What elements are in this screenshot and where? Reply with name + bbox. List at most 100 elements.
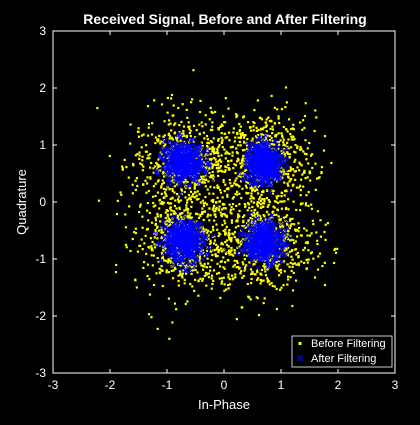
after-filtering-point: [246, 168, 252, 174]
before-filtering-point: [164, 222, 167, 226]
before-filtering-point: [238, 122, 241, 126]
before-filtering-point: [235, 266, 238, 269]
before-filtering-point: [263, 263, 266, 266]
before-filtering-point: [251, 145, 254, 149]
before-filtering-point: [326, 222, 330, 225]
before-filtering-point: [276, 264, 279, 268]
before-filtering-point: [258, 215, 262, 218]
before-filtering-point: [144, 234, 147, 237]
before-filtering-point: [223, 233, 227, 236]
before-filtering-point: [284, 155, 287, 158]
before-filtering-point: [206, 188, 209, 191]
before-filtering-point: [189, 190, 193, 193]
before-filtering-point: [131, 237, 134, 241]
before-filtering-point: [205, 273, 208, 276]
before-filtering-point: [179, 264, 182, 267]
before-filtering-point: [154, 222, 157, 225]
before-filtering-point: [134, 188, 137, 191]
before-filtering-point: [148, 246, 151, 249]
before-filtering-point: [160, 235, 164, 239]
before-filtering-point: [260, 268, 264, 272]
before-filtering-point: [211, 141, 214, 144]
before-filtering-point: [218, 277, 221, 280]
after-filtering-point: [187, 183, 193, 188]
before-filtering-point: [235, 240, 239, 243]
after-filtering-point: [177, 266, 183, 272]
before-filtering-point: [311, 166, 314, 169]
before-filtering-point: [157, 140, 160, 143]
after-filtering-point: [195, 227, 201, 232]
before-filtering-point: [204, 114, 207, 117]
after-filtering-point: [257, 257, 263, 263]
before-filtering-point: [291, 168, 295, 171]
before-filtering-point: [257, 141, 261, 144]
after-filtering-point: [179, 151, 184, 157]
before-filtering-point: [127, 176, 130, 179]
after-filtering-point: [238, 176, 244, 182]
before-filtering-point: [257, 218, 260, 221]
before-filtering-point: [225, 150, 228, 153]
before-filtering-point: [222, 207, 225, 210]
after-filtering-point: [185, 250, 191, 256]
before-filtering-point: [188, 125, 191, 128]
before-filtering-point: [192, 69, 195, 72]
before-filtering-point: [232, 208, 235, 211]
after-filtering-point: [254, 244, 260, 250]
before-filtering-point: [237, 213, 240, 216]
before-filtering-point: [237, 225, 240, 228]
before-filtering-point: [238, 130, 241, 133]
before-filtering-point: [211, 149, 215, 152]
before-filtering-point: [227, 168, 231, 171]
before-filtering-point: [304, 241, 308, 244]
before-filtering-point: [154, 229, 157, 232]
before-filtering-point: [293, 262, 296, 265]
before-filtering-point: [289, 217, 292, 221]
before-filtering-point: [219, 260, 222, 264]
before-filtering-point: [232, 127, 235, 130]
before-filtering-point: [171, 189, 174, 193]
before-filtering-point: [281, 177, 284, 180]
before-filtering-point: [233, 163, 236, 166]
before-filtering-point: [215, 272, 219, 275]
before-filtering-point: [173, 267, 177, 270]
before-filtering-point: [211, 174, 215, 177]
before-filtering-point: [308, 170, 311, 173]
after-filtering-point: [263, 133, 269, 139]
before-filtering-point: [206, 141, 209, 145]
before-filtering-point: [159, 169, 162, 172]
before-filtering-point: [224, 165, 227, 168]
after-filtering-point: [234, 250, 240, 256]
before-filtering-point: [268, 143, 271, 147]
before-filtering-point: [166, 111, 169, 114]
after-filtering-point: [191, 264, 197, 270]
after-filtering-point: [254, 154, 260, 160]
before-filtering-point: [172, 145, 175, 148]
after-filtering-point: [182, 229, 188, 235]
before-filtering-point: [265, 124, 269, 127]
before-filtering-point: [292, 200, 295, 203]
before-filtering-point: [271, 284, 274, 288]
after-filtering-point: [269, 182, 274, 188]
before-filtering-point: [172, 114, 175, 117]
before-filtering-point: [163, 227, 167, 230]
before-filtering-point: [301, 202, 304, 205]
before-filtering-point: [175, 138, 178, 141]
before-filtering-point: [316, 239, 319, 242]
before-filtering-point: [314, 188, 317, 191]
before-filtering-point: [229, 208, 232, 211]
before-filtering-point: [178, 123, 181, 127]
after-filtering-point: [273, 229, 279, 235]
legend[interactable]: Before Filtering After Filtering: [291, 335, 393, 368]
before-filtering-point: [156, 139, 159, 142]
before-filtering-point: [177, 201, 180, 204]
before-filtering-point: [224, 222, 227, 225]
before-filtering-point: [221, 146, 224, 149]
before-filtering-point: [180, 132, 183, 135]
before-filtering-point: [173, 185, 176, 188]
before-filtering-point: [275, 255, 278, 258]
before-filtering-point: [236, 238, 240, 241]
before-filtering-point: [239, 240, 243, 244]
before-filtering-point: [281, 200, 284, 203]
before-filtering-point: [231, 151, 234, 154]
before-filtering-point: [235, 115, 238, 119]
